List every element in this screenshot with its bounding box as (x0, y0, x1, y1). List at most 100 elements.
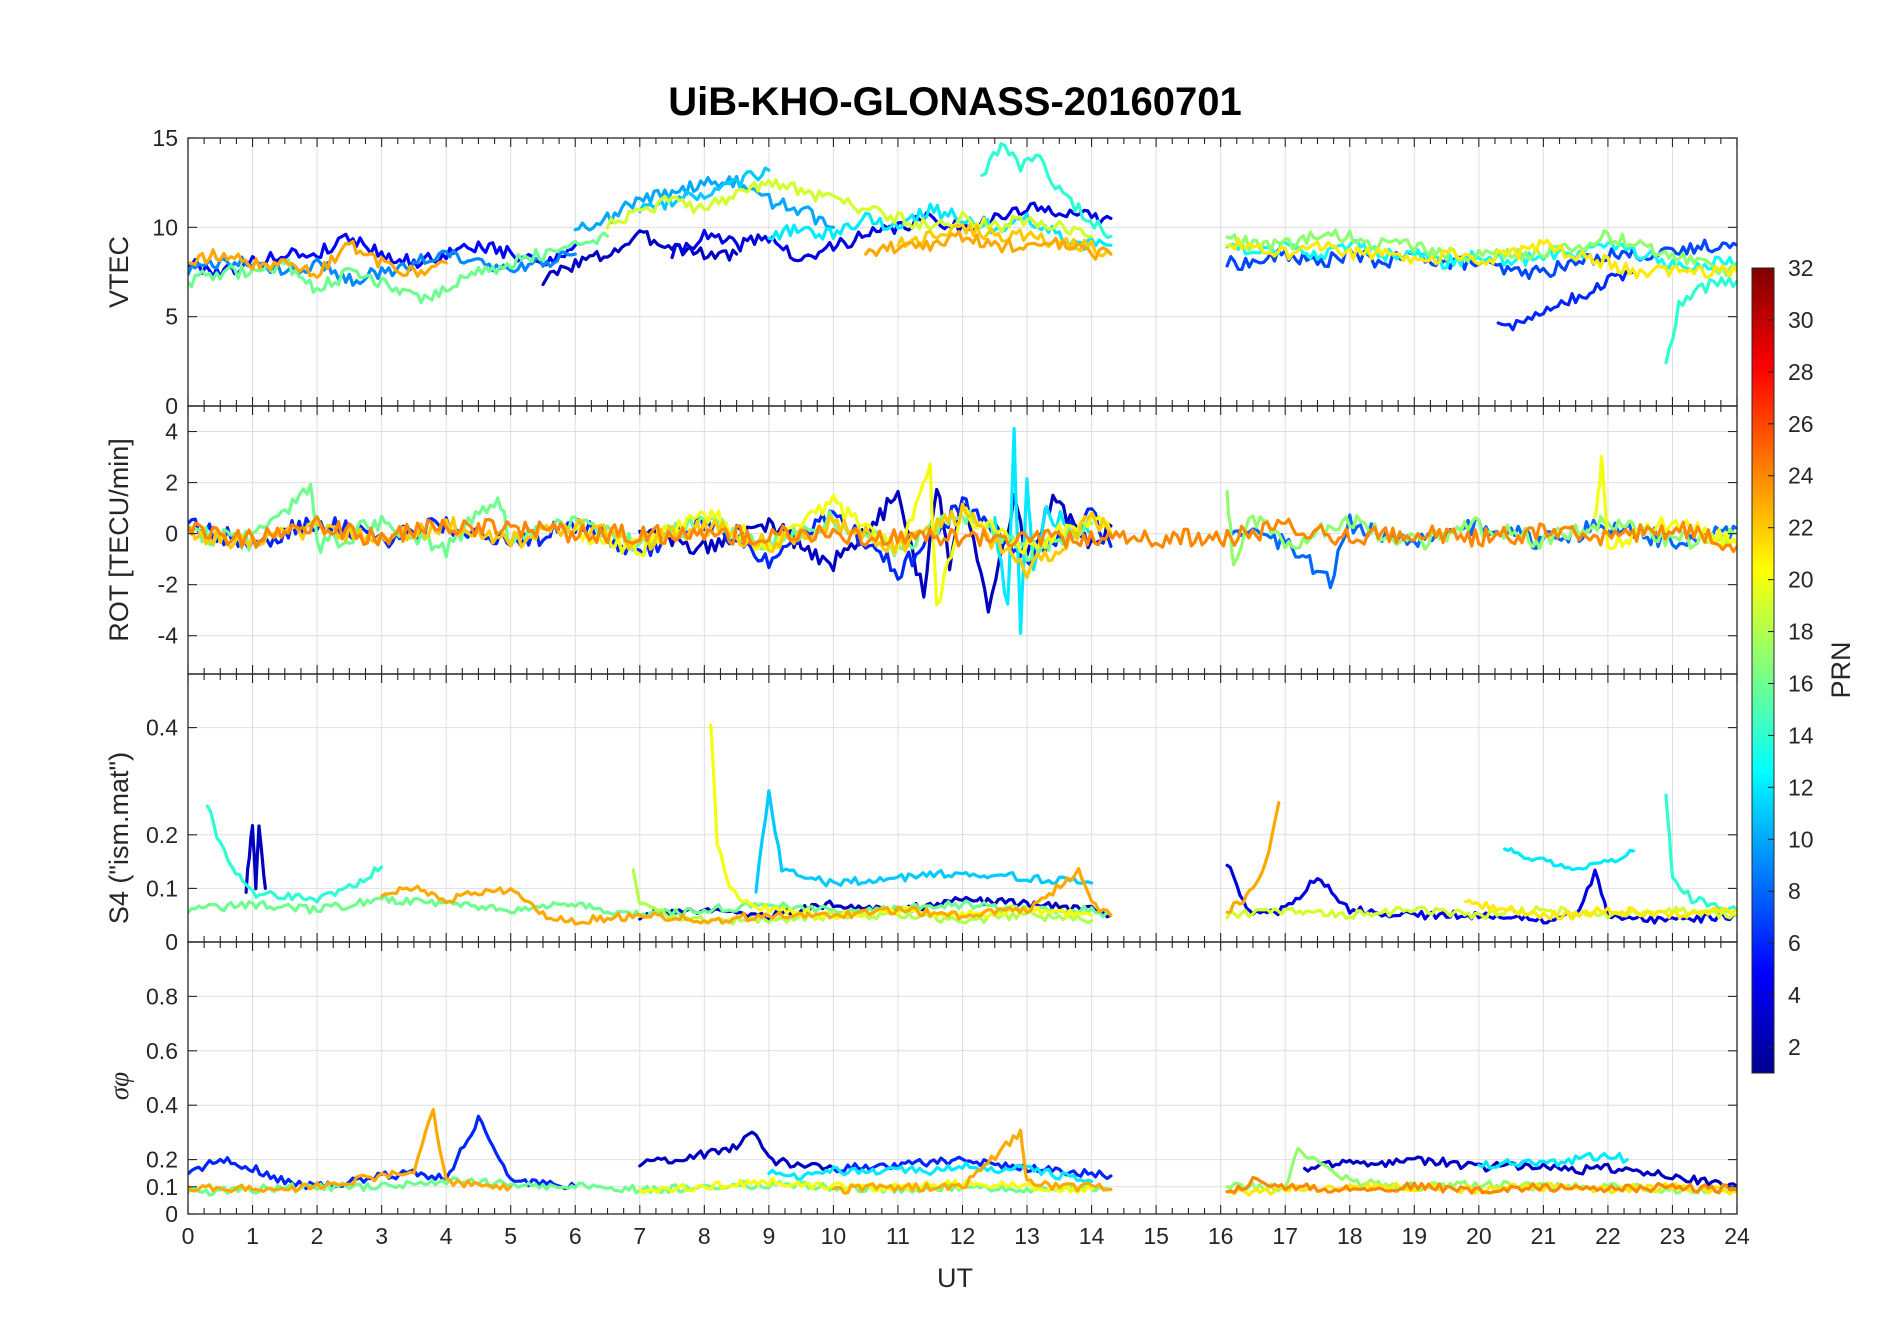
s4-series-prn-12 (1502, 846, 1636, 872)
x-tick-label: 4 (440, 1223, 453, 1249)
colorbar-tick-label: 10 (1788, 826, 1814, 852)
s4-y-axis-label: S4 ("ism.mat") (104, 752, 134, 924)
vtec-y-tick-label: 10 (152, 214, 178, 240)
vtec-y-tick-label: 15 (152, 125, 178, 151)
colorbar-tick-label: 28 (1788, 359, 1814, 385)
colorbar-tick-label: 18 (1788, 619, 1814, 645)
sigma_phi-y-tick-label: 0 (165, 1201, 178, 1227)
colorbar-tick-label: 16 (1788, 670, 1814, 696)
rot-y-tick-label: -4 (158, 623, 179, 649)
vtec-series-prn-23 (864, 230, 1113, 261)
x-tick-label: 22 (1595, 1223, 1621, 1249)
rot-ticks: -4 -2 0 2 4 (158, 406, 1738, 674)
sigma_phi-series-prn-24 (1225, 1175, 1737, 1195)
sigma_phi-series-prn-3 (638, 1130, 836, 1171)
s4-series-prn-20 (709, 723, 1094, 921)
vtec-ticks: 0 5 10 15 (152, 125, 1738, 419)
sigma-phi-y-axis-label: σφ (104, 1072, 134, 1100)
sigma_phi-series-prn-12 (767, 1161, 1094, 1184)
vtec-series-prn-10 (573, 174, 836, 232)
x-tick-label: 19 (1401, 1223, 1427, 1249)
colorbar-tick-label: 26 (1788, 411, 1814, 437)
vtec-series-prn-19 (605, 178, 1094, 239)
x-tick-label: 1 (246, 1223, 259, 1249)
colorbar-gradient (1751, 267, 1775, 1074)
s4-series-prn-14 (1664, 793, 1737, 914)
s4-series-prn-23 (380, 866, 1113, 926)
panel-sigma_phi: 00.10.20.40.60.80 1 2 3 4 5 6 7 8 9 10 11 12 13 14 15 16… (104, 941, 1750, 1249)
colorbar-tick-label: 20 (1788, 567, 1814, 593)
rot-series-prn-20 (573, 462, 1113, 607)
colorbar-tick-label: 24 (1788, 463, 1814, 489)
sigma_phi-series-prn-23 (831, 1128, 1113, 1195)
rot-grid (187, 406, 1738, 674)
x-tick-label: 17 (1272, 1223, 1298, 1249)
x-tick-label: 13 (1014, 1223, 1040, 1249)
sigma_phi-series-group (188, 1107, 1737, 1197)
s4-ticks: 0 0.1 0.2 0.4 (146, 674, 1738, 955)
panel-rot: -4 -2 0 2 4 ROT [TECU/min] (104, 405, 1738, 675)
x-tick-label: 12 (950, 1223, 976, 1249)
rot-series-group (188, 426, 1737, 635)
sigma_phi-y-tick-label: 0.4 (146, 1092, 178, 1118)
s4-series-prn-16 (188, 893, 1113, 919)
x-tick-label: 24 (1724, 1223, 1750, 1249)
sigma_phi-series-prn-12 (1477, 1151, 1629, 1170)
s4-series-prn-23 (1225, 800, 1281, 914)
x-tick-label: 6 (569, 1223, 582, 1249)
rot-y-tick-label: 0 (165, 521, 178, 547)
rot-series-prn-24 (188, 515, 1737, 554)
x-tick-label: 16 (1208, 1223, 1234, 1249)
colorbar-label: PRN (1826, 641, 1856, 698)
x-tick-label: 21 (1531, 1223, 1557, 1249)
x-tick-label: 23 (1660, 1223, 1686, 1249)
panel-s4: 0 0.1 0.2 0.4 S4 ("ism.mat") (104, 673, 1738, 955)
vtec-series-prn-5 (188, 232, 577, 279)
sigma_phi-ticks: 00.10.20.40.60.80 1 2 3 4 5 6 7 8 9 10 11 12 13 14 15 16… (146, 942, 1750, 1249)
s4-y-tick-label: 0.2 (146, 822, 178, 848)
x-tick-label: 8 (698, 1223, 711, 1249)
s4-series-prn-19 (1225, 904, 1737, 921)
rot-y-tick-label: -2 (158, 572, 178, 598)
chart-title: UiB-KHO-GLONASS-20160701 (668, 80, 1242, 124)
colorbar-tick-label: 2 (1788, 1034, 1801, 1060)
sigma_phi-y-tick-label: 0.1 (146, 1174, 178, 1200)
vtec-series-prn-14 (1664, 276, 1737, 365)
panel-vtec: 0 5 10 15 VTEC (104, 125, 1738, 419)
x-tick-label: 10 (821, 1223, 847, 1249)
rot-y-tick-label: 4 (165, 419, 178, 445)
s4-series-prn-3 (244, 823, 267, 894)
x-tick-label: 7 (633, 1223, 646, 1249)
sigma_phi-y-tick-label: 0.6 (146, 1038, 178, 1064)
s4-y-tick-label: 0 (165, 929, 178, 955)
colorbar-tick-label: 8 (1788, 878, 1801, 904)
colorbar-tick-label: 32 (1788, 255, 1814, 281)
x-tick-label: 20 (1466, 1223, 1492, 1249)
vtec-series-prn-17 (1225, 228, 1737, 278)
s4-series-prn-21 (1464, 898, 1737, 921)
vtec-series-prn-23 (188, 239, 448, 279)
vtec-series-prn-3 (541, 229, 739, 287)
rot-y-axis-label: ROT [TECU/min] (104, 438, 134, 642)
rot-y-tick-label: 2 (165, 470, 178, 496)
x-tick-label: 2 (311, 1223, 324, 1249)
colorbar-tick-label: 6 (1788, 930, 1801, 956)
x-tick-label: 18 (1337, 1223, 1363, 1249)
colorbar-tick-label: 22 (1788, 515, 1814, 541)
x-tick-label: 9 (762, 1223, 775, 1249)
colorbar-tick-label: 30 (1788, 307, 1814, 333)
colorbar-tick-label: 12 (1788, 774, 1814, 800)
sigma_phi-y-tick-label: 0.8 (146, 983, 178, 1009)
s4-series-prn-4 (1225, 863, 1737, 925)
vtec-series-prn-14 (980, 142, 1113, 240)
sigma_phi-y-tick-label: 0.2 (146, 1147, 178, 1173)
x-tick-label: 5 (504, 1223, 517, 1249)
sigma_phi-series-prn-3 (1302, 1155, 1737, 1189)
x-tick-label: 3 (375, 1223, 388, 1249)
vtec-y-tick-label: 5 (165, 304, 178, 330)
vtec-y-axis-label: VTEC (104, 236, 134, 308)
x-axis-label: UT (937, 1263, 973, 1293)
x-tick-label: 11 (886, 1223, 910, 1249)
